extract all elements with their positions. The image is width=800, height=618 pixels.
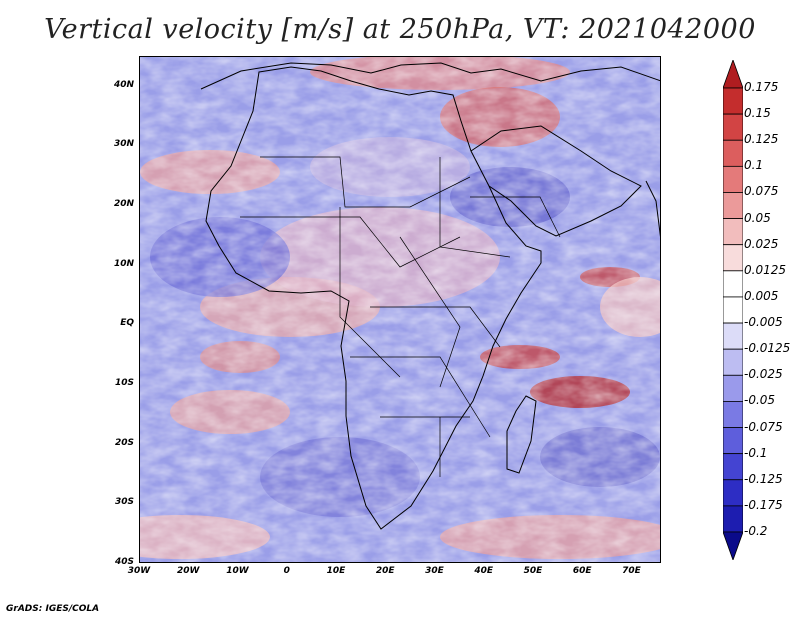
- colorbar-swatch: [723, 427, 743, 455]
- map-panel: [139, 56, 661, 563]
- lat-tick-label: 40S: [114, 557, 134, 567]
- lon-tick-label: 20W: [177, 566, 200, 576]
- colorbar-label: -0.05: [744, 393, 776, 408]
- lat-tick-label: 30N: [113, 139, 134, 150]
- europe-outline: [200, 62, 660, 90]
- colorbar-swatch: [723, 531, 743, 560]
- vertical-velocity-field: [140, 57, 660, 562]
- software-credit: GrADS: IGES/COLA: [6, 604, 100, 614]
- india-outline: [645, 180, 660, 238]
- colorbar-swatch: [723, 401, 743, 428]
- colorbar-label: -0.025: [744, 367, 783, 382]
- colorbar-swatch: [723, 453, 743, 481]
- lon-tick-label: 10W: [226, 566, 249, 576]
- lon-tick-label: 10E: [326, 566, 346, 576]
- lon-tick-label: 50E: [523, 566, 543, 576]
- colorbar-label: -0.125: [744, 471, 783, 486]
- colorbar-swatch: [723, 479, 743, 507]
- colorbar-label: 0.0125: [744, 262, 786, 277]
- lat-tick-label: EQ: [120, 318, 134, 329]
- country-borders: [240, 156, 561, 477]
- arabia-outline: [470, 125, 642, 237]
- colorbar-swatch: [723, 87, 743, 115]
- colorbar-swatch: [723, 165, 743, 193]
- lon-tick-label: 60E: [572, 566, 592, 576]
- colorbar-label: 0.175: [744, 80, 779, 94]
- colorbar-swatch: [723, 270, 743, 298]
- colorbar-swatch: [723, 192, 743, 219]
- lon-tick-label: 0: [283, 566, 290, 576]
- colorbar-swatch: [723, 296, 743, 324]
- colorbar-swatch: [723, 139, 743, 167]
- colorbar-swatch: [723, 322, 743, 350]
- colorbar-label: -0.075: [744, 419, 783, 434]
- lon-tick-label: 20E: [375, 566, 395, 576]
- colorbar-swatch: [723, 505, 743, 533]
- field-texture: [140, 57, 660, 562]
- colorbar-swatch: [723, 348, 743, 376]
- colorbar-swatch: [723, 218, 743, 246]
- colorbar-label: 0.075: [744, 184, 779, 199]
- colorbar-label: -0.1: [744, 445, 768, 460]
- africa-coastline: [205, 66, 542, 530]
- colorbar-label: 0.05: [744, 210, 771, 225]
- colorbar-label: -0.005: [744, 315, 783, 330]
- colorbar-swatch: [723, 60, 743, 89]
- lon-tick-label: 70E: [622, 566, 641, 576]
- colorbar-label: 0.15: [744, 106, 771, 121]
- lon-tick-label: 30E: [425, 566, 444, 576]
- colorbar-label: 0.125: [744, 132, 779, 147]
- coastlines: [200, 62, 660, 530]
- colorbar-swatch: [723, 244, 743, 272]
- colorbar-label: 0.005: [744, 288, 779, 303]
- lat-tick-label: 10S: [114, 378, 134, 389]
- colorbar-swatch: [723, 113, 743, 141]
- lat-tick-label: 20N: [113, 199, 134, 210]
- lat-tick-label: 10N: [113, 258, 134, 269]
- lat-tick-label: 30S: [114, 497, 134, 508]
- madagascar-outline: [506, 395, 537, 474]
- colorbar-label: 0.1: [744, 158, 764, 173]
- colorbar-label: -0.175: [744, 497, 783, 512]
- lon-tick-label: 30W: [127, 566, 151, 576]
- lat-tick-label: 20S: [114, 437, 134, 448]
- colorbar-label: -0.2: [744, 524, 768, 538]
- colorbar-swatch: [723, 374, 743, 402]
- colorbar-label: -0.0125: [744, 341, 791, 356]
- lon-tick-label: 40E: [474, 566, 494, 576]
- chart-title: Vertical velocity [m/s] at 250hPa, VT: 2…: [44, 14, 756, 45]
- colorbar: [723, 60, 743, 560]
- colorbar-label: 0.025: [744, 236, 779, 251]
- lat-tick-label: 40N: [113, 79, 134, 90]
